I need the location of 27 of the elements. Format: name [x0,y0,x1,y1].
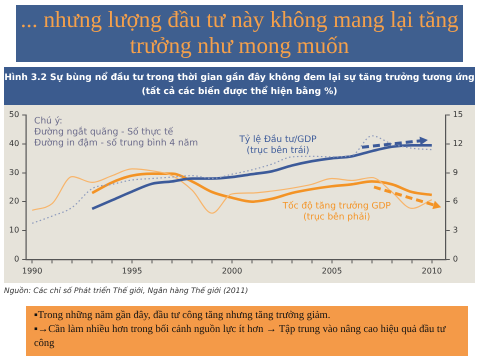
y2-tick-label: 0 [452,254,458,264]
text: ▪Trong những năm gần đây, đầu tư công tăng nhưng tăng trưởng giảm. [34,309,332,323]
chart-title: ... nhưng lượng đầu tư này không mang lại tăng trưởng như mong muốn [16,5,463,62]
text: ▪→Cần làm nhiều hơn trong bối cảnh nguồn lực ít hơn → Tập trung vào nâng cao hiệu quả đầu tư công [34,323,447,351]
annotation: Tốc độ tăng trưởng GDP (trục bên phải) [282,200,392,222]
x-tick-label: 2000 [222,266,242,276]
x-tick-label: 1990 [22,266,42,276]
y-tick-label: 0 [14,254,20,264]
y-tick-label: 20 [8,196,20,206]
annotation: Đường in đậm - số trung bình 4 năm [34,137,198,148]
y-tick-label: 10 [8,226,20,235]
y2-tick-label: 12 [452,138,464,148]
y-tick-label: 30 [8,168,20,177]
x-tick-label: 1995 [122,266,142,276]
x-tick-label: 2010 [422,266,442,276]
y-tick-label: 50 [8,110,20,120]
annotation: Chú ý: [34,115,62,126]
y2-tick-label: 3 [452,226,458,235]
y2-tick-label: 15 [452,110,464,120]
annotation: Tỷ lệ Đầu tư/GDP (trục bên trái) [238,134,318,156]
y-tick-label: 40 [8,138,20,148]
x-tick-label: 2005 [322,266,342,276]
annotation: Đường ngắt quãng - Số thực tế [34,126,174,138]
y2-tick-label: 9 [452,168,458,177]
line-series [32,135,432,224]
y2-tick-label: 6 [452,196,458,206]
chart-subtitle: Hình 3.2 Sự bùng nổ đầu tư trong thời gian gần đây không đem lại sự tăng trưởng tương ứng (tất cả các biến được thể hiện bằng %) [4,67,475,105]
